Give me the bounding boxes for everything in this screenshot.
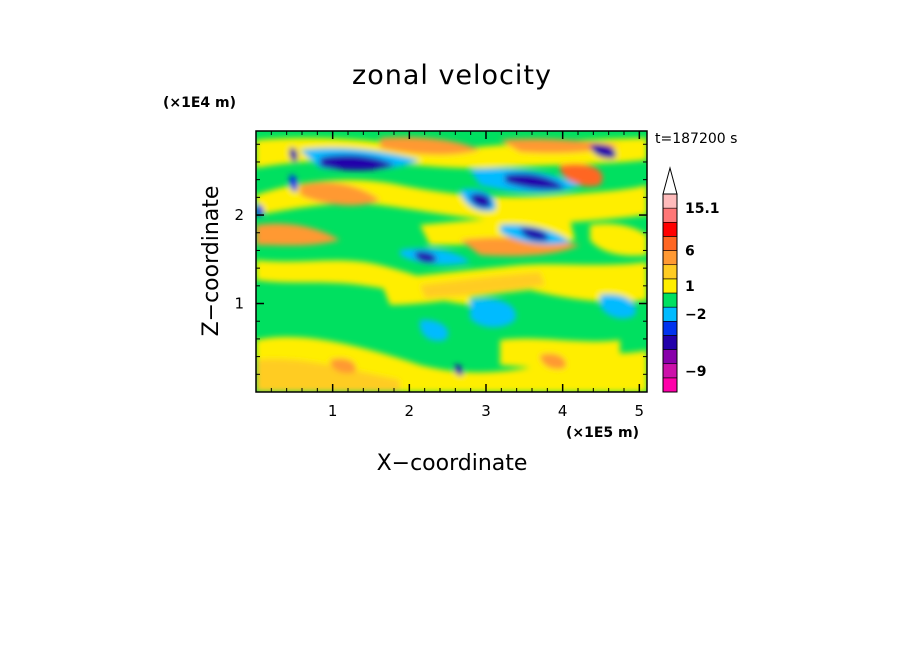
x-unit-label: (×1E5 m) [566, 425, 639, 441]
colorbar-label: −2 [685, 307, 706, 323]
patch [300, 182, 380, 206]
patch [520, 227, 549, 241]
x-tick-label: 3 [481, 402, 491, 420]
colorbar-frame [662, 193, 678, 393]
colorbar-label: 15.1 [685, 201, 720, 217]
colorbar-label: −9 [685, 364, 706, 380]
patch [470, 298, 516, 328]
patch [289, 174, 298, 192]
colorbar-swatch [662, 221, 678, 237]
colorbar: −9 −2 1 6 15.1 [662, 166, 720, 393]
x-tick-label: 4 [558, 402, 568, 420]
patch [330, 358, 356, 374]
colorbar-swatch [662, 250, 678, 266]
time-label: t=187200 s [655, 131, 737, 147]
x-tick-label: 5 [635, 402, 645, 420]
patch [256, 223, 340, 246]
x-tick-label: 2 [405, 402, 415, 420]
patch [540, 353, 566, 370]
patch [419, 319, 449, 341]
patch [590, 223, 647, 256]
y-axis-label: Z−coordinate [199, 186, 224, 337]
colorbar-swatch [662, 349, 678, 365]
axis-ticks: 1 2 3 4 5 1 2 [234, 131, 647, 420]
patch [505, 173, 565, 190]
colorbar-swatch [662, 193, 678, 209]
colorbar-swatch [662, 207, 678, 223]
patch [454, 364, 463, 376]
colorbar-swatch [662, 377, 678, 393]
patch [289, 147, 298, 162]
patch [256, 359, 400, 392]
heatmap-field [256, 131, 647, 392]
plot-frame [255, 130, 648, 393]
patch [256, 204, 264, 216]
colorbar-swatch [662, 335, 678, 350]
patch [590, 144, 616, 159]
colorbar-swatch [662, 278, 678, 294]
chart-title: zonal velocity [352, 60, 552, 91]
y-unit-label: (×1E4 m) [163, 95, 236, 111]
patch [414, 251, 437, 263]
colorbar-swatch [662, 236, 678, 251]
colorbar-swatch [662, 363, 678, 379]
patch [320, 154, 395, 171]
patch [470, 193, 491, 208]
x-axis-label: X−coordinate [377, 451, 528, 476]
colorbar-swatch [662, 306, 678, 322]
patch [500, 138, 620, 154]
colorbar-label: 6 [685, 244, 695, 260]
y-tick-label: 2 [234, 206, 244, 224]
patch [600, 294, 636, 319]
patch [380, 137, 480, 155]
colorbar-extend-arrow [662, 166, 678, 195]
patch [500, 338, 620, 371]
colorbar-swatch [662, 320, 678, 336]
patch [560, 163, 603, 187]
colorbar-swatch [662, 264, 678, 280]
colorbar-swatch [662, 292, 678, 308]
colorbar-label: 1 [685, 279, 695, 295]
y-tick-label: 1 [234, 295, 244, 313]
patch [420, 272, 545, 298]
field-patches [256, 137, 647, 392]
x-tick-label: 1 [328, 402, 338, 420]
